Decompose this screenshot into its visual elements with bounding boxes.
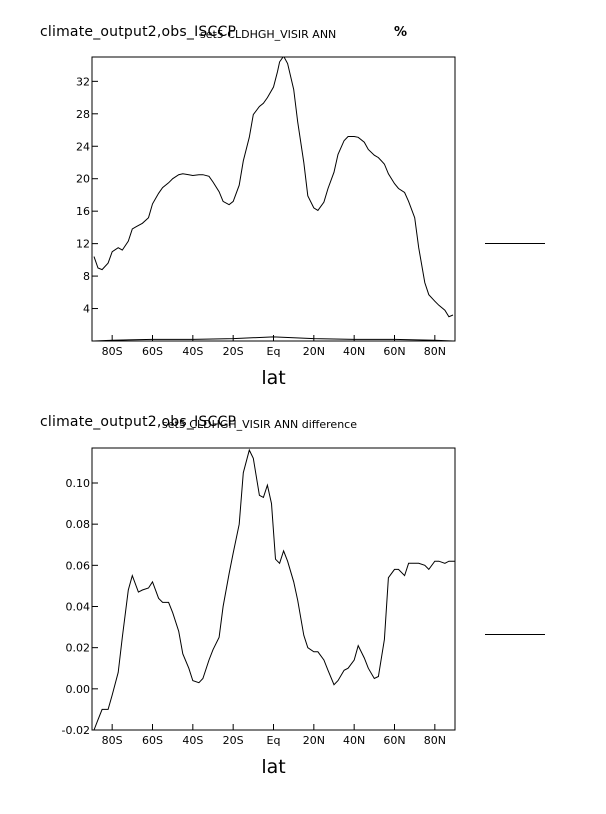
- plot-frame: [91, 56, 456, 342]
- y-tick-label: 0.08: [66, 518, 91, 531]
- x-tick-label: Eq: [267, 734, 281, 747]
- chart-subtitle: set5 CLDHGH_VISIR ANN: [200, 28, 337, 41]
- y-tick-label: 0.04: [66, 600, 91, 613]
- x-tick-label: 60N: [383, 734, 405, 747]
- x-tick-label: 20S: [223, 345, 244, 358]
- y-tick-label: 32: [76, 75, 90, 88]
- y-tick-label: 0.10: [66, 477, 91, 490]
- x-tick-label: 60S: [142, 345, 163, 358]
- x-tick-label: 20S: [223, 734, 244, 747]
- chart-title: climate_output2,obs_ISCCP: [40, 24, 237, 40]
- chart-plot-top: 80S 60S 40S 20S Eq 20N 40N 60N 80N 4 8 12 16 20 24 28 32…: [76, 56, 456, 389]
- y-tick-label: 16: [76, 205, 90, 218]
- x-tick-label: Eq: [267, 345, 281, 358]
- x-tick-label: 40N: [343, 734, 365, 747]
- y-tick-label: 4: [83, 303, 90, 316]
- chart-panel-top: climate_output2,obs_ISCCP set5 CLDHGH_VI…: [40, 24, 545, 389]
- chart-units: %: [394, 25, 408, 40]
- x-tick-label: 80N: [424, 345, 446, 358]
- x-tick-label: 40N: [343, 345, 365, 358]
- x-tick-label: 60S: [142, 734, 163, 747]
- chart-title: climate_output2,obs_ISCCP: [40, 414, 237, 430]
- x-tick-label: 80N: [424, 734, 446, 747]
- x-tick-label: 80S: [102, 345, 123, 358]
- series-line-1: [93, 336, 454, 341]
- x-tick-label: 20N: [303, 345, 325, 358]
- y-tick-label: -0.02: [62, 724, 90, 737]
- legend-line: [485, 243, 545, 244]
- chart-panel-bottom: climate_output2,obs_ISCCP set5 CLDHGH_VI…: [0, 408, 606, 814]
- y-tick-label: 0.06: [66, 559, 91, 572]
- y-tick-label: 24: [76, 140, 90, 153]
- x-tick-label: 40S: [182, 734, 203, 747]
- series-line-0: [93, 57, 454, 318]
- y-tick-label: 0.02: [66, 642, 91, 655]
- x-axis-label: lat: [261, 756, 285, 778]
- x-tick-label: 40S: [182, 345, 203, 358]
- legend-line: [485, 634, 545, 635]
- x-tick-label: 20N: [303, 734, 325, 747]
- series-line-0: [93, 448, 455, 730]
- x-tick-label: 80S: [102, 734, 123, 747]
- chart-plot-bottom: 80S 60S 40S 20S Eq 20N 40N 60N 80N -0.02 0.00 0.02 0…: [62, 447, 456, 778]
- y-tick-label: 8: [83, 270, 90, 283]
- y-tick-label: 0.00: [66, 683, 91, 696]
- y-tick-label: 20: [76, 173, 90, 186]
- y-tick-label: 28: [76, 108, 90, 121]
- x-tick-label: 60N: [383, 345, 405, 358]
- x-axis-label: lat: [261, 367, 285, 389]
- y-tick-label: 12: [76, 238, 90, 251]
- chart-subtitle: set5 CLDHGH_VISIR ANN difference: [162, 418, 357, 431]
